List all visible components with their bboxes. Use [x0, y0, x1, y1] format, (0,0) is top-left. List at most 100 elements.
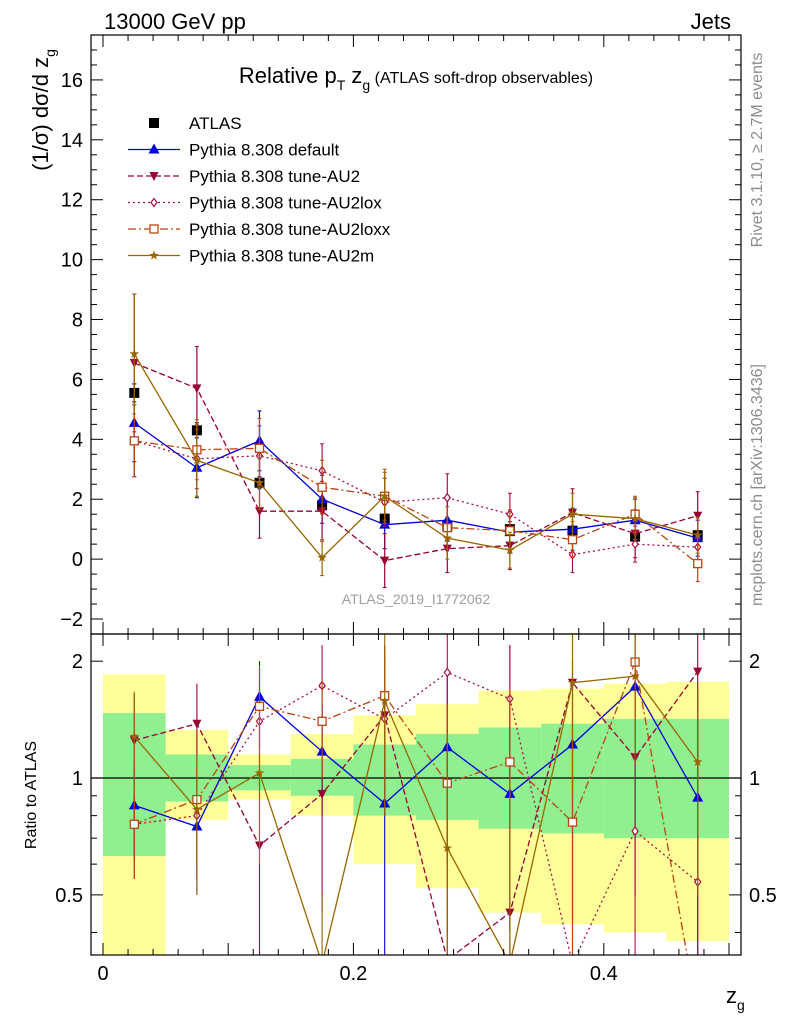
ratio-point-au2 — [317, 789, 327, 799]
data-point-au2lox — [443, 492, 452, 503]
legend-label-default: Pythia 8.308 default — [189, 141, 340, 160]
data-point-au2m — [505, 545, 515, 555]
ratio-point-au2m — [192, 804, 202, 814]
series-au2 — [129, 293, 703, 589]
data-point-au2 — [380, 556, 390, 566]
data-point-au2loxx — [567, 535, 578, 545]
ratio-y-tick-label-right: 1 — [749, 768, 760, 790]
ratio-point-au2loxx — [254, 701, 265, 711]
legend: ATLAS Pythia 8.308 default Pythia 8.308 tu… — [128, 114, 391, 266]
ratio-y-tick-label-left: 0.5 — [55, 885, 83, 907]
data-point-au2loxx — [693, 558, 703, 569]
ratio-ylabel: Ratio to ATLAS — [23, 741, 40, 849]
legend-label-atlas: ATLAS — [189, 114, 242, 133]
ratio-y-tick-label-left: 1 — [72, 768, 83, 790]
y-tick-label: 4 — [72, 429, 83, 451]
main-panel: −2 0 2 4 6 8 10 12 14 16 — [60, 34, 742, 635]
svg-text:(1/σ) dσ/d zg: (1/σ) dσ/d zg — [28, 49, 58, 171]
y-tick-label: 6 — [72, 369, 83, 391]
ratio-point-au2lox — [570, 960, 576, 968]
y-tick-label: −2 — [60, 609, 83, 631]
data-point-au2m — [442, 533, 453, 543]
data-point-au2 — [192, 384, 202, 394]
ratio-point-au2m — [442, 843, 453, 853]
y-tick-label: 8 — [72, 310, 83, 332]
series-line-au2m — [133, 353, 698, 559]
y-tick-label: 10 — [61, 250, 83, 272]
analysis-id: ATLAS_2019_I1772062 — [342, 591, 491, 607]
ratio-point-au2m — [692, 757, 703, 766]
ratio-y-tick-label-right: 2 — [749, 651, 760, 673]
series-line-default — [133, 422, 698, 539]
ratio-frame — [90, 633, 742, 956]
data-point-au2loxx — [129, 436, 139, 446]
legend-label-au2loxx: Pythia 8.308 tune-AU2loxx — [189, 220, 391, 239]
ratio-panel: 0.5 0.5 1 1 2 2 0 0.2 0.4 — [55, 633, 777, 985]
series-default — [128, 383, 704, 557]
ratio-line-au2 — [134, 671, 699, 955]
ratio-point-au2loxx — [505, 757, 515, 767]
series-line-au2lox — [134, 440, 698, 556]
data-point-au2 — [255, 507, 264, 517]
legend-marker-au2m — [149, 250, 159, 260]
plot-title: Relative pT zg (ATLAS soft-drop observab… — [239, 63, 593, 93]
ratio-line-au2m — [133, 675, 699, 955]
x-tick-label: 0.2 — [339, 963, 367, 985]
y-tick-label: 0 — [72, 549, 83, 571]
data-point-au2m — [567, 509, 578, 519]
legend-marker-default — [148, 143, 160, 154]
data-point-au2m — [630, 513, 640, 523]
data-point-au2loxx — [254, 443, 265, 453]
data-point-au2loxx — [317, 482, 327, 492]
data-point-au2m — [192, 455, 202, 465]
ratio-y-tick-label-left: 2 — [72, 651, 83, 673]
x-axis-label: zg — [726, 983, 745, 1013]
legend-label-au2lox: Pythia 8.308 tune-AU2lox — [189, 194, 382, 213]
ratio-point-au2m — [317, 959, 327, 968]
y-tick-label: 16 — [61, 70, 83, 92]
ratio-series-au2m — [129, 634, 703, 968]
legend-label-au2m: Pythia 8.308 tune-AU2m — [189, 247, 374, 266]
y-tick-label: 12 — [61, 190, 83, 212]
main-ylabel: (1/σ) dσ/d zg — [28, 49, 58, 171]
ratio-point-au2loxx — [129, 819, 139, 829]
data-point-au2lox — [631, 539, 639, 550]
ratio-point-au2m — [254, 768, 265, 778]
ratio-point-au2 — [443, 956, 452, 965]
ratio-point-au2loxx — [567, 817, 578, 827]
data-point-au2 — [693, 511, 703, 521]
data-point-au2m — [254, 477, 265, 487]
ratio-point-au2lox — [631, 826, 639, 837]
series-au2lox — [130, 404, 702, 574]
y-tick-label: 14 — [61, 130, 83, 152]
ratio-point-au2m — [505, 959, 515, 968]
y-tick-label: 2 — [72, 489, 83, 511]
ratio-point-au2loxx — [317, 716, 327, 726]
ratio-point-au2m — [379, 695, 390, 705]
header-left: 13000 GeV pp — [104, 9, 246, 34]
ratio-line-au2loxx — [134, 659, 688, 955]
legend-marker-au2 — [149, 172, 159, 181]
header-right: Jets — [691, 9, 731, 34]
ratio-content — [91, 634, 741, 968]
legend-marker-au2lox — [150, 197, 158, 208]
ratio-point-au2 — [693, 667, 703, 677]
data-point-au2m — [129, 349, 140, 358]
series-au2m — [129, 293, 703, 577]
ratio-point-au2lox — [443, 667, 452, 678]
ratio-point-au2 — [192, 719, 202, 729]
ratio-point-au2m — [567, 677, 578, 687]
side-label-rivet: Rivet 3.1.10, ≥ 2.7M events — [749, 53, 766, 248]
ratio-line-au2lox — [134, 671, 699, 955]
side-label-mcplots: mcplots.cern.ch [arXiv:1306.3436] — [749, 364, 766, 606]
data-point-au2m — [317, 552, 327, 562]
ratio-point-au2m — [129, 731, 140, 741]
data-point-au2m — [692, 530, 703, 540]
x-tick-label: 0 — [97, 963, 108, 985]
legend-marker-atlas — [149, 118, 159, 128]
ratio-y-tick-label-right: 0.5 — [749, 885, 777, 907]
legend-label-au2: Pythia 8.308 tune-AU2 — [189, 167, 360, 186]
series-line-au2loxx — [134, 440, 699, 565]
ratio-point-au2m — [630, 671, 640, 681]
